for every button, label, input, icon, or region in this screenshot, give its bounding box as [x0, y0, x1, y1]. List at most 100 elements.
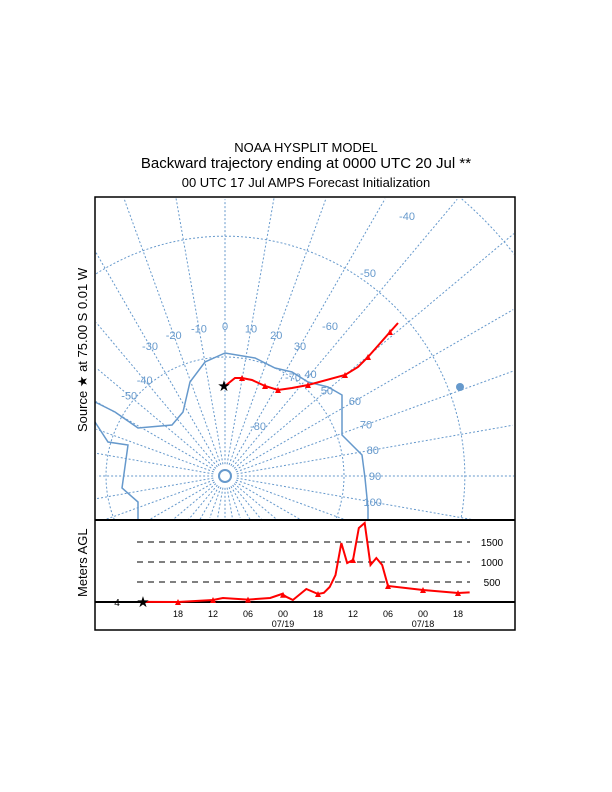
meridian-line: [236, 424, 513, 475]
height-line: [142, 521, 470, 604]
meridian-line: [199, 486, 220, 520]
height-gridline-label: 1000: [481, 558, 504, 569]
height-marker: [315, 591, 321, 597]
source-star-icon: ★: [217, 378, 230, 395]
map-panel: -40-50-60-70-80-50-40-30-20-10 0 102030405…: [94, 197, 515, 521]
latitude-label: -40: [399, 211, 415, 223]
meridian-line: [230, 486, 251, 520]
height-marker: [385, 583, 391, 589]
latitude-circle: [225, 356, 345, 520]
longitude-label: 10: [245, 323, 257, 335]
meridian-line: [175, 197, 224, 465]
meridian-line: [226, 197, 275, 465]
meridian-line: [209, 487, 222, 518]
longitude-label: 80: [367, 445, 379, 457]
longitude-label: -30: [142, 341, 158, 353]
latitude-circle: [95, 235, 225, 275]
latitude-label: -80: [250, 421, 266, 433]
height-marker: [280, 591, 286, 598]
meridian-line: [95, 322, 218, 468]
time-tick-label: 00: [278, 609, 288, 619]
meridian-line: [228, 487, 241, 518]
longitude-label: 20: [270, 330, 282, 342]
meridian-line: [172, 483, 217, 521]
meridian-line: [228, 198, 327, 465]
meridian-line: [236, 479, 346, 521]
longitude-label: 60: [349, 396, 361, 408]
trajectory-marker: [262, 383, 268, 389]
latitude-label: -70: [285, 372, 301, 384]
meridian-line: [95, 477, 214, 500]
trajectory-marker: [365, 354, 371, 360]
meridian-line: [188, 484, 218, 520]
meridian-line: [232, 484, 262, 520]
longitude-label: 30: [294, 341, 306, 353]
meridian-line: [95, 252, 220, 466]
height-marker: [455, 590, 461, 596]
height-start-star-icon: ★: [136, 594, 149, 611]
longitude-label: -10: [191, 323, 207, 335]
latitude-label: -50: [360, 268, 376, 280]
longitude-label: 0: [222, 321, 228, 333]
trajectory-marker: [387, 329, 393, 335]
plot-frame: [94, 196, 516, 631]
pole-marker: [218, 469, 232, 483]
meridian-line: [123, 198, 222, 465]
meridian-line: [230, 198, 386, 466]
coastline-peninsula: [94, 421, 139, 520]
longitude-label: 40: [304, 369, 316, 381]
title-initialization: 00 UTC 17 Jul AMPS Forecast Initializati…: [181, 175, 431, 190]
meridian-line: [236, 370, 515, 473]
height-marker: [210, 597, 216, 603]
longitude-label: -40: [137, 375, 153, 387]
meridian-line: [150, 481, 215, 520]
time-tick-label: 18: [313, 609, 323, 619]
island: [456, 383, 464, 391]
latitude-circle: [461, 198, 515, 255]
title-model: NOAA HYSPLIT MODEL: [234, 140, 378, 155]
latitude-label: -60: [322, 321, 338, 333]
trajectory-marker: [275, 387, 281, 393]
time-tick-label: 06: [383, 609, 393, 619]
meridian-line: [236, 477, 474, 521]
meridian-line: [95, 401, 215, 471]
height-marker: [245, 596, 251, 603]
start-height-label: 4: [114, 598, 120, 609]
meridian-line: [226, 487, 234, 520]
height-gridline-label: 500: [484, 578, 501, 589]
time-tick-label: 18: [453, 609, 463, 619]
meridian-line: [232, 198, 458, 468]
meridian-line: [96, 368, 217, 469]
trajectory-marker: [305, 382, 311, 388]
coastline: [94, 352, 369, 520]
time-tick-label: 00: [418, 609, 428, 619]
meridian-line: [95, 452, 214, 475]
height-marker: [420, 587, 426, 593]
longitude-label: 90: [369, 471, 381, 483]
trajectory-marker: [342, 372, 348, 378]
longitude-label: -20: [166, 330, 182, 342]
meridian-line: [235, 481, 300, 520]
meridian-line: [216, 487, 224, 520]
longitude-label: 50: [321, 386, 333, 398]
height-marker: [175, 599, 181, 605]
time-tick-label: 06: [243, 609, 253, 619]
longitude-label: -50: [121, 391, 137, 403]
date-label: 07/19: [272, 619, 295, 629]
time-tick-label: 12: [208, 609, 218, 619]
height-marker: [350, 557, 356, 563]
latitude-circle: [105, 356, 225, 520]
longitude-label: 100: [364, 497, 382, 509]
meridian-line: [104, 479, 214, 521]
date-label: 07/18: [412, 619, 435, 629]
title-trajectory: Backward trajectory ending at 0000 UTC 2…: [140, 155, 472, 172]
trajectory-marker: [239, 375, 245, 381]
meridian-line: [96, 428, 214, 473]
time-tick-label: 12: [348, 609, 358, 619]
time-tick-label: 18: [173, 609, 183, 619]
meridian-line: [235, 309, 514, 471]
longitude-label: 70: [360, 420, 372, 432]
